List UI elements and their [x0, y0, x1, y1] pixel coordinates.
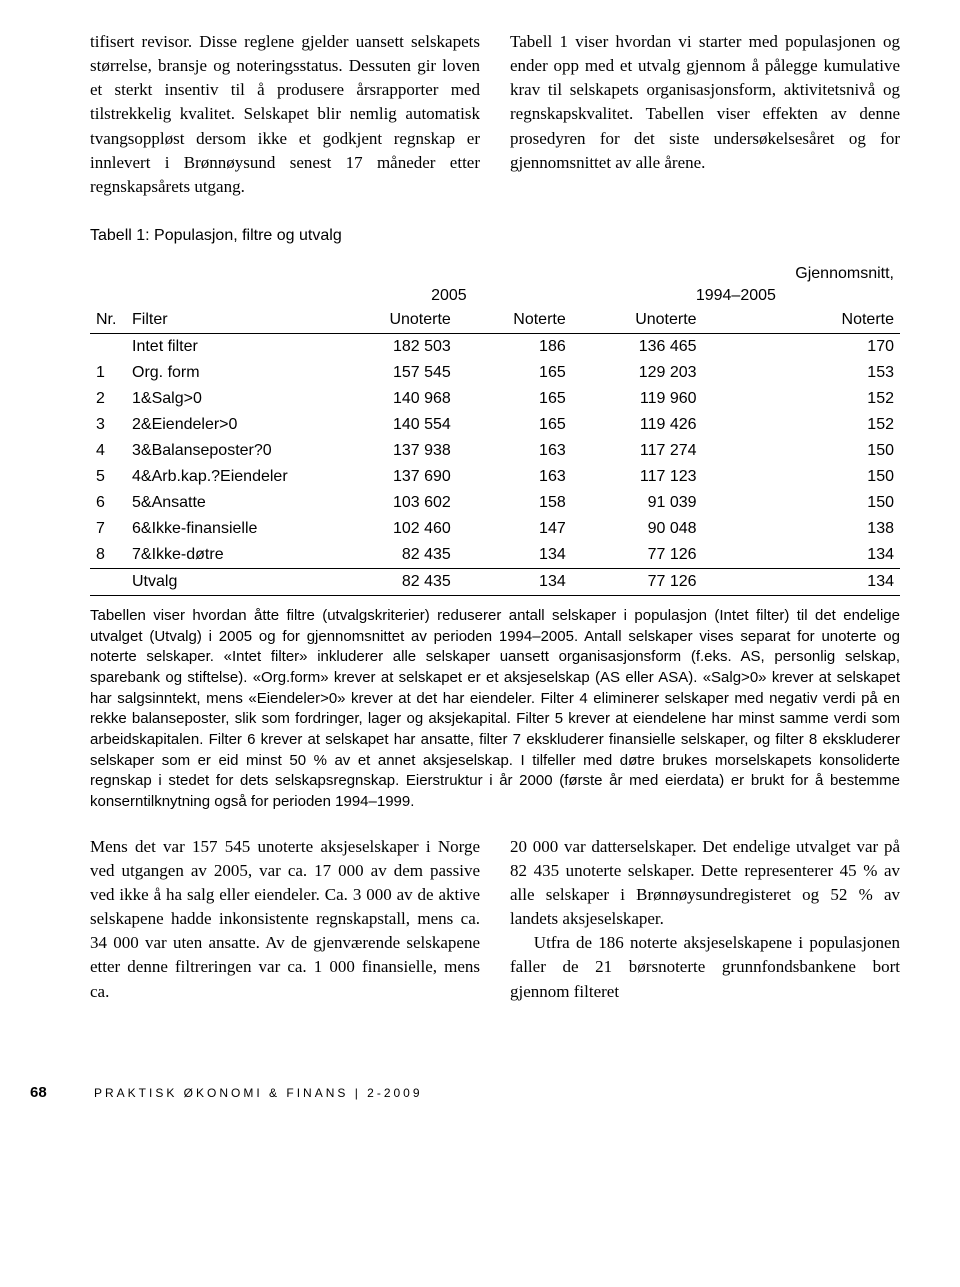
intro-right: Tabell 1 viser hvordan vi starter med po…	[510, 30, 900, 199]
table-row: 32&Eiendeler>0140 554165119 426152	[90, 412, 900, 438]
th-filter: Filter	[126, 307, 326, 334]
table-title: Tabell 1: Populasjon, filtre og utvalg	[90, 227, 900, 245]
th-unoterte-2: Unoterte	[572, 307, 703, 334]
cell-u1: 137 938	[326, 438, 457, 464]
cell-u1: 82 435	[326, 542, 457, 569]
cell-u1: 103 602	[326, 490, 457, 516]
th-nr: Nr.	[90, 307, 126, 334]
cell-nr: 5	[90, 464, 126, 490]
cell-nr: 4	[90, 438, 126, 464]
cell-n2: 150	[703, 438, 900, 464]
table-row: Intet filter182 503186136 465170	[90, 333, 900, 360]
bottom-left: Mens det var 157 545 unoterte aksjeselsk…	[90, 835, 480, 1004]
cell-filter: 6&Ikke-finansielle	[126, 516, 326, 542]
population-table: Gjennomsnitt, 2005 1994–2005 Nr. Filter …	[90, 263, 900, 596]
cell-n2: 150	[703, 464, 900, 490]
bottom-right: 20 000 var datterselskaper. Det endelige…	[510, 835, 900, 1004]
utvalg-u2: 77 126	[572, 568, 703, 595]
table-header-row: Nr. Filter Unoterte Noterte Unoterte Not…	[90, 307, 900, 334]
bottom-right-p2: Utfra de 186 noterte aksjeselskapene i p…	[510, 933, 900, 1000]
cell-u1: 140 968	[326, 386, 457, 412]
table-super-header: Gjennomsnitt,	[90, 263, 900, 285]
cell-filter: Intet filter	[126, 333, 326, 360]
table-row: 1Org. form157 545165129 203153	[90, 360, 900, 386]
cell-n2: 152	[703, 386, 900, 412]
cell-u1: 182 503	[326, 333, 457, 360]
table-utvalg-row: Utvalg 82 435 134 77 126 134	[90, 568, 900, 595]
utvalg-n2: 134	[703, 568, 900, 595]
table-body: Intet filter182 503186136 4651701Org. fo…	[90, 333, 900, 568]
cell-u1: 137 690	[326, 464, 457, 490]
bottom-right-p1: 20 000 var datterselskaper. Det endelige…	[510, 837, 900, 928]
cell-n2: 153	[703, 360, 900, 386]
cell-n1: 165	[457, 412, 572, 438]
cell-u2: 119 960	[572, 386, 703, 412]
group2-top: Gjennomsnitt,	[703, 263, 900, 285]
cell-n2: 150	[703, 490, 900, 516]
cell-nr: 3	[90, 412, 126, 438]
utvalg-n1: 134	[457, 568, 572, 595]
cell-u2: 90 048	[572, 516, 703, 542]
group-1994-2005: 1994–2005	[572, 285, 900, 307]
cell-n1: 163	[457, 464, 572, 490]
table-row: 76&Ikke-finansielle102 46014790 048138	[90, 516, 900, 542]
utvalg-filter: Utvalg	[126, 568, 326, 595]
cell-n1: 158	[457, 490, 572, 516]
cell-u2: 117 274	[572, 438, 703, 464]
cell-filter: 2&Eiendeler>0	[126, 412, 326, 438]
footer-text: PRAKTISK ØKONOMI & FINANS | 2-2009	[94, 1086, 423, 1100]
bottom-columns: Mens det var 157 545 unoterte aksjeselsk…	[90, 835, 900, 1004]
cell-nr: 1	[90, 360, 126, 386]
cell-filter: 3&Balanseposter?0	[126, 438, 326, 464]
cell-u2: 117 123	[572, 464, 703, 490]
cell-nr: 8	[90, 542, 126, 569]
cell-nr: 2	[90, 386, 126, 412]
group-2005: 2005	[326, 285, 572, 307]
cell-n2: 170	[703, 333, 900, 360]
cell-u2: 91 039	[572, 490, 703, 516]
cell-filter: 5&Ansatte	[126, 490, 326, 516]
cell-n1: 165	[457, 360, 572, 386]
table-group-header: 2005 1994–2005	[90, 285, 900, 307]
cell-n2: 152	[703, 412, 900, 438]
cell-n1: 165	[457, 386, 572, 412]
cell-nr: 6	[90, 490, 126, 516]
cell-n2: 138	[703, 516, 900, 542]
table-row: 65&Ansatte103 60215891 039150	[90, 490, 900, 516]
cell-u1: 157 545	[326, 360, 457, 386]
utvalg-nr	[90, 568, 126, 595]
cell-u2: 136 465	[572, 333, 703, 360]
cell-nr: 7	[90, 516, 126, 542]
utvalg-u1: 82 435	[326, 568, 457, 595]
cell-u1: 102 460	[326, 516, 457, 542]
th-unoterte-1: Unoterte	[326, 307, 457, 334]
cell-filter: 4&Arb.kap.?Eiendeler	[126, 464, 326, 490]
table-row: 21&Salg>0140 968165119 960152	[90, 386, 900, 412]
cell-n2: 134	[703, 542, 900, 569]
th-noterte-2: Noterte	[703, 307, 900, 334]
cell-n1: 134	[457, 542, 572, 569]
cell-u2: 119 426	[572, 412, 703, 438]
table-row: 54&Arb.kap.?Eiendeler137 690163117 12315…	[90, 464, 900, 490]
page-footer: 68 PRAKTISK ØKONOMI & FINANS | 2-2009	[90, 1084, 900, 1101]
cell-filter: 7&Ikke-døtre	[126, 542, 326, 569]
cell-u2: 129 203	[572, 360, 703, 386]
th-noterte-1: Noterte	[457, 307, 572, 334]
cell-nr	[90, 333, 126, 360]
cell-u1: 140 554	[326, 412, 457, 438]
intro-columns: tifisert revisor. Disse reglene gjelder …	[90, 30, 900, 199]
intro-left: tifisert revisor. Disse reglene gjelder …	[90, 30, 480, 199]
table-row: 43&Balanseposter?0137 938163117 274150	[90, 438, 900, 464]
table-block: Tabell 1: Populasjon, filtre og utvalg G…	[90, 227, 900, 813]
table-row: 87&Ikke-døtre82 43513477 126134	[90, 542, 900, 569]
page-container: tifisert revisor. Disse reglene gjelder …	[0, 0, 960, 1141]
cell-n1: 163	[457, 438, 572, 464]
cell-n1: 147	[457, 516, 572, 542]
cell-filter: Org. form	[126, 360, 326, 386]
table-note: Tabellen viser hvordan åtte filtre (utva…	[90, 606, 900, 813]
page-number: 68	[30, 1084, 70, 1101]
cell-n1: 186	[457, 333, 572, 360]
cell-u2: 77 126	[572, 542, 703, 569]
cell-filter: 1&Salg>0	[126, 386, 326, 412]
